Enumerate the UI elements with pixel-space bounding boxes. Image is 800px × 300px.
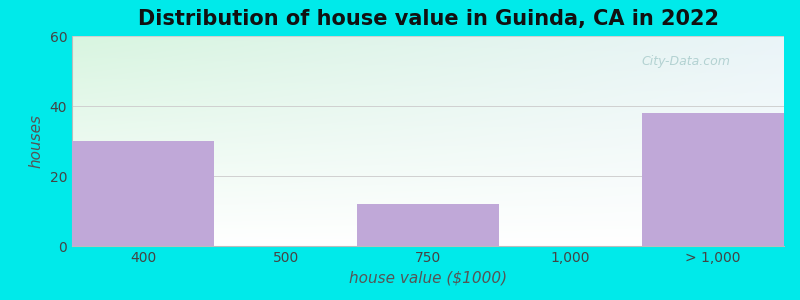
Bar <box>72 141 214 246</box>
Y-axis label: houses: houses <box>29 114 44 168</box>
X-axis label: house value ($1000): house value ($1000) <box>349 270 507 285</box>
Bar <box>357 204 499 246</box>
Text: City-Data.com: City-Data.com <box>642 55 730 68</box>
Bar <box>642 113 784 246</box>
Title: Distribution of house value in Guinda, CA in 2022: Distribution of house value in Guinda, C… <box>138 9 718 29</box>
